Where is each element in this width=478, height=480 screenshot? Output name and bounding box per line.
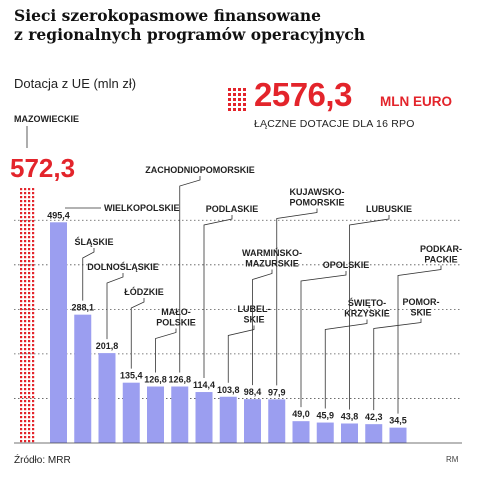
bar-14 (365, 424, 383, 443)
chart-title: Sieci szerokopasmowe finansowane z regio… (14, 6, 454, 44)
leader-line-12 (324, 319, 368, 409)
category-label-4: ŁÓDZKIE (124, 286, 164, 297)
category-label-12-line-0: ŚWIĘTO- (348, 297, 386, 308)
category-label-13: LUBUSKIE (366, 204, 412, 214)
bar-3 (98, 353, 116, 443)
value-label-12: 45,9 (316, 411, 334, 421)
value-label-13: 43,8 (341, 411, 359, 421)
category-label-15-line-1: PACKIE (424, 255, 457, 265)
category-label-15-line-0: PODKAR- (420, 244, 462, 254)
total-caption: ŁĄCZNE DOTACJE DLA 16 RPO (254, 118, 415, 130)
bar-4 (122, 382, 140, 443)
category-label-8-line-1: SKIE (243, 315, 264, 325)
bar-12 (316, 422, 334, 443)
leader-line-13 (349, 215, 390, 410)
category-label-3: DOLNOŚLĄSKIE (87, 261, 159, 272)
leader-line-5 (155, 328, 177, 373)
category-label-7: PODLASKIE (206, 204, 259, 214)
category-label-9-line-1: MAZURSKIE (245, 259, 299, 269)
leader-line-8 (227, 325, 255, 383)
total-value: 2576,3 (254, 76, 352, 113)
value-label-14: 42,3 (365, 412, 383, 422)
category-label-14-line-0: POMOR- (403, 297, 440, 307)
bar-1 (50, 222, 67, 443)
bar-15 (389, 427, 407, 443)
leader-line-11 (300, 271, 347, 408)
leader-line-9 (252, 269, 273, 386)
category-label-8-line-0: LUBEL- (238, 304, 271, 314)
category-label-5-line-1: POLSKIE (156, 318, 196, 328)
value-label-4: 135,4 (120, 371, 143, 381)
bar-9 (244, 399, 261, 443)
value-label-3: 201,8 (96, 341, 119, 351)
category-label-6: ZACHODNIOPOMORSKIE (145, 165, 255, 175)
value-label-9: 98,4 (244, 387, 262, 397)
value-label-6: 126,8 (168, 375, 191, 385)
leader-line-4 (130, 298, 145, 369)
bar-5 (147, 386, 164, 443)
value-label-7: 114,4 (193, 380, 215, 390)
value-label-5: 126,8 (144, 375, 167, 385)
category-label-14-line-1: SKIE (410, 308, 431, 318)
bar-7 (195, 392, 213, 443)
bar-6 (171, 386, 189, 443)
y-axis-label: Dotacja z UE (mln zł) (14, 76, 137, 91)
source-note: Źródło: MRR (14, 455, 71, 466)
bar-10 (268, 399, 286, 443)
leader-line-3 (106, 273, 124, 340)
bar-11 (292, 421, 310, 443)
category-label-12-line-1: KRZYSKIE (344, 309, 390, 319)
bar-8 (219, 396, 237, 443)
value-label-1: 495,4 (47, 210, 70, 220)
leader-line-7 (203, 215, 233, 379)
leader-line-6 (179, 176, 201, 373)
leader-line-2 (82, 248, 95, 301)
leader-line-14 (373, 318, 422, 411)
category-label-11: OPOLSKIE (323, 260, 370, 270)
value-label-2: 288,1 (71, 303, 94, 313)
value-label-11: 49,0 (292, 409, 310, 419)
bar-2 (74, 314, 92, 443)
value-label-0: 572,3 (10, 153, 75, 183)
category-label-1: WIELKOPOLSKIE (104, 203, 180, 213)
category-label-2: ŚLĄSKIE (74, 236, 113, 247)
category-label-9-line-0: WARMIŃSKO- (242, 248, 302, 258)
author-initials: RM (446, 455, 459, 464)
category-label-5-line-0: MAŁO- (161, 307, 191, 317)
value-label-8: 103,8 (217, 385, 240, 395)
total-callout: 2576,3 MLN EURO ŁĄCZNE DOTACJE DLA 16 RP… (228, 76, 478, 130)
category-label-10-line-0: KUJAWSKO- (289, 187, 344, 197)
category-label-0: MAZOWIECKIE (14, 114, 79, 124)
value-label-10: 97,9 (268, 387, 286, 397)
chart-title-line-1: Sieci szerokopasmowe finansowane (14, 6, 322, 25)
category-label-10-line-1: POMORSKIE (289, 198, 344, 208)
bar-0 (19, 188, 36, 443)
bar-13 (341, 423, 358, 443)
value-label-15: 34,5 (389, 416, 407, 426)
total-unit: MLN EURO (380, 94, 452, 109)
leader-line-15 (397, 265, 442, 414)
leader-line-10 (276, 208, 318, 386)
chart-title-line-2: z regionalnych programów operacyjnych (14, 25, 366, 44)
dot-grid-icon (228, 88, 246, 111)
